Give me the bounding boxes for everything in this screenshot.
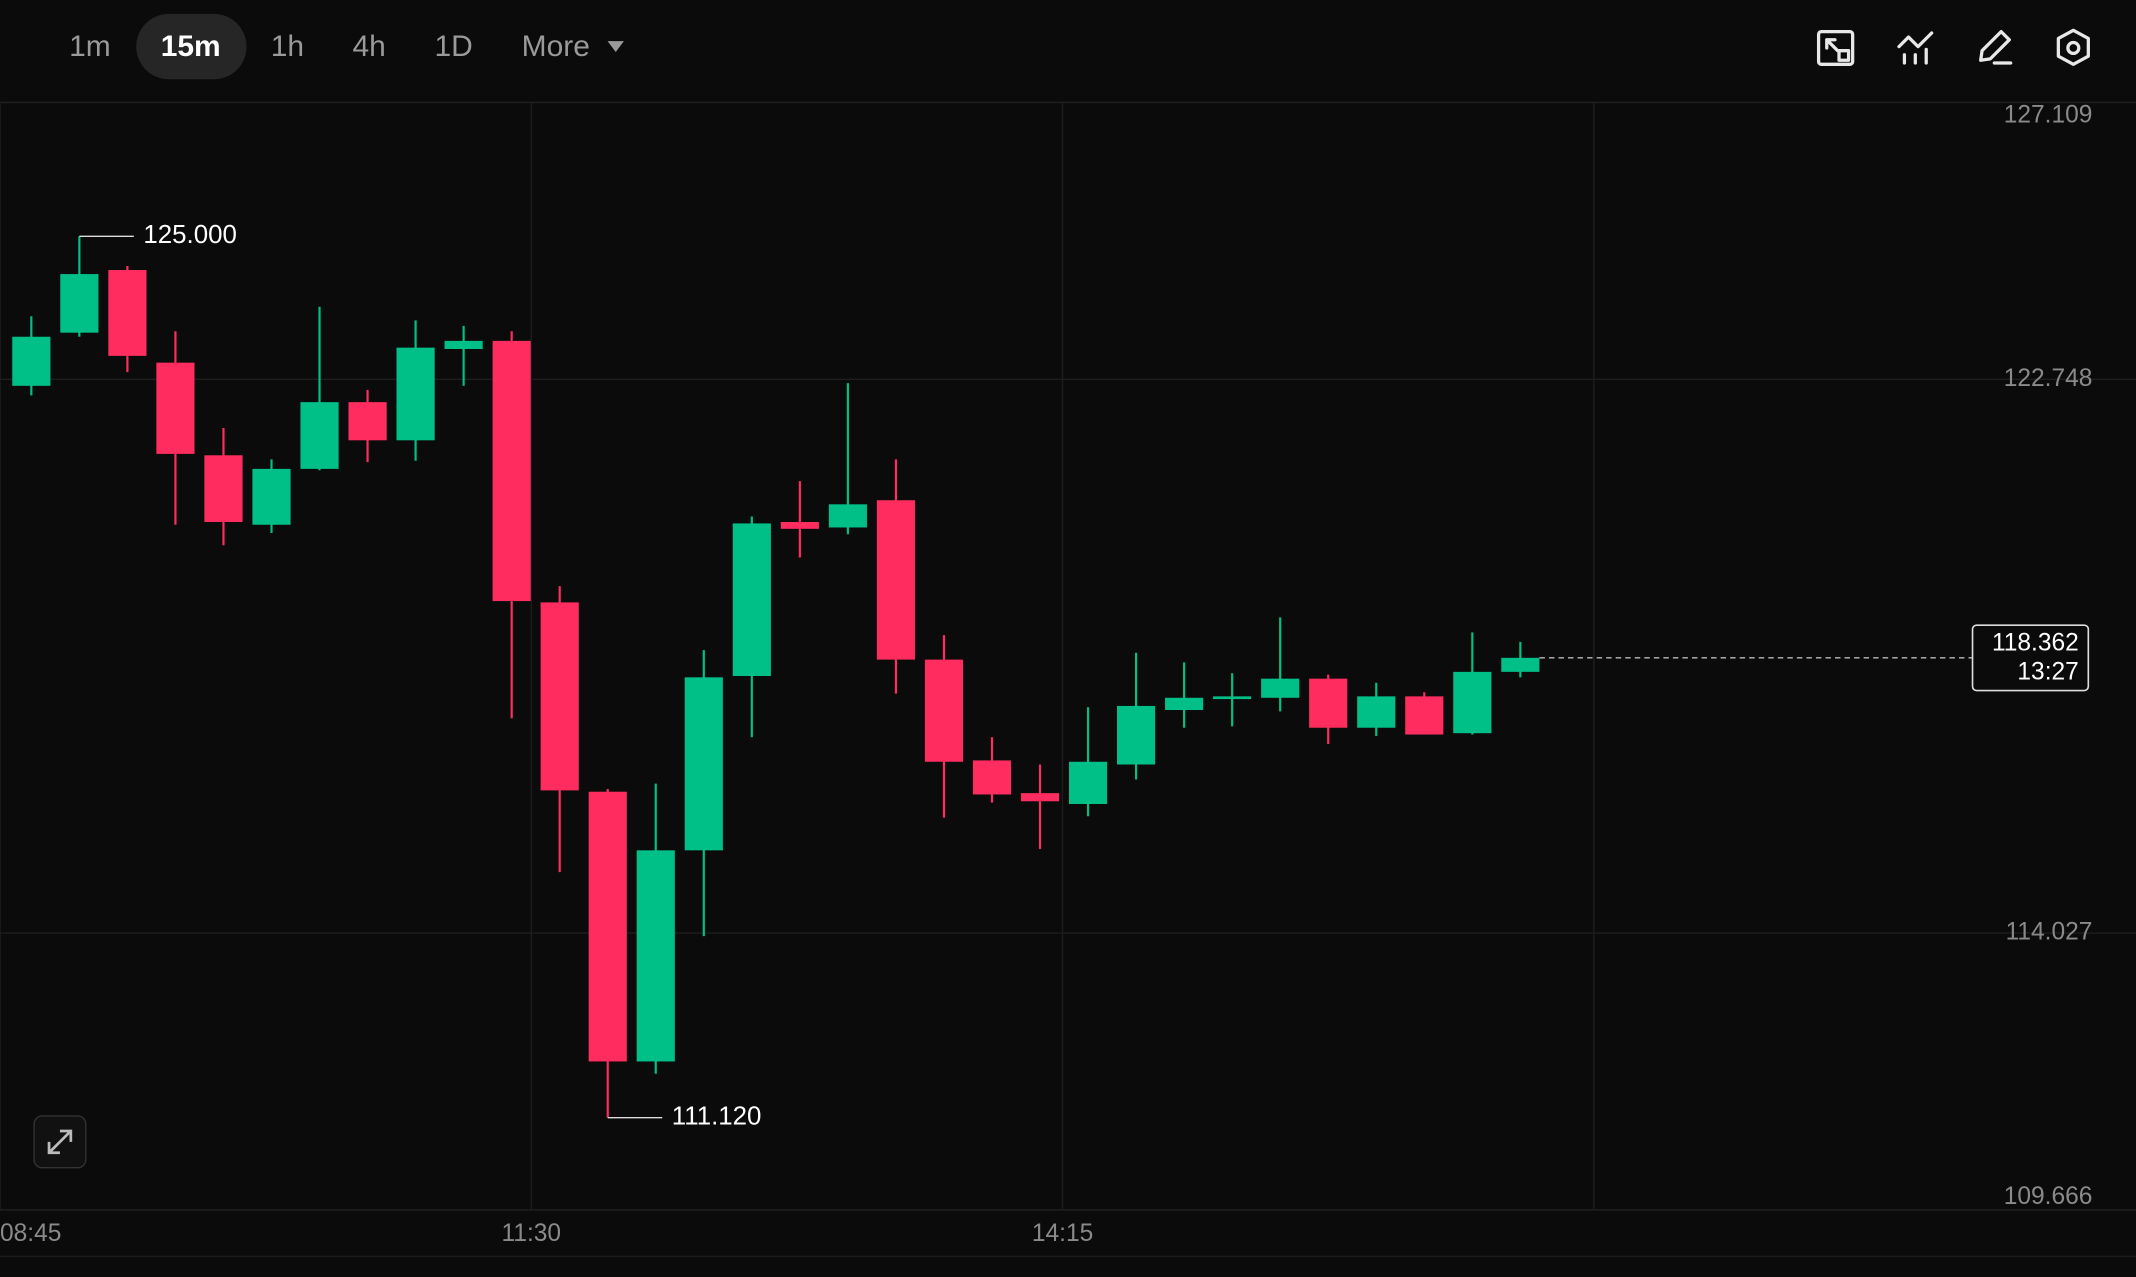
candle-body (1213, 696, 1252, 700)
indicator-icon[interactable] (1897, 31, 1934, 65)
candle-body (396, 347, 435, 441)
candle-body (924, 659, 964, 762)
x-tick-label: 08:45 (0, 1220, 61, 1247)
candle-body (60, 274, 99, 333)
candle-body (972, 760, 1012, 795)
interval-button[interactable]: 1h (271, 30, 304, 63)
settings-icon[interactable] (2056, 28, 2090, 66)
max-label: 125.000 (143, 221, 237, 249)
candle-body (732, 523, 771, 676)
candle-body (636, 850, 675, 1062)
candle-body (156, 362, 195, 454)
candle-body (444, 340, 483, 349)
candle-body (1117, 705, 1156, 765)
candle-body (348, 402, 387, 441)
more-caret (607, 41, 624, 53)
min-label: 111.120 (672, 1102, 762, 1130)
candle-body (684, 677, 723, 851)
active-pill (136, 13, 247, 80)
y-tick-label: 122.748 (2004, 365, 2093, 392)
y-tick-label: 114.027 (2006, 919, 2093, 946)
interval-button[interactable]: 4h (353, 30, 386, 63)
candle-body (1405, 696, 1444, 735)
candle-body (1165, 697, 1204, 711)
candle-body (1309, 678, 1348, 728)
y-tick-label: 109.666 (2004, 1183, 2093, 1210)
fullscreen-icon[interactable] (1816, 29, 1855, 66)
more-button[interactable]: More (522, 30, 590, 63)
y-tick-label: 127.109 (2004, 102, 2093, 129)
interval-button[interactable]: 1D (434, 30, 472, 63)
last-price-label: 118.362 (1992, 630, 2079, 657)
candle-body (876, 500, 915, 660)
x-tick-label: 11:30 (502, 1220, 562, 1247)
candle-body (828, 504, 867, 528)
candle-body (1068, 761, 1108, 804)
candle-body (204, 455, 243, 523)
candle-body (12, 336, 51, 386)
candle-body (300, 402, 339, 469)
candle-body (1020, 793, 1060, 802)
candle-body (540, 602, 579, 791)
candle-body (108, 270, 147, 356)
candle-body (1261, 678, 1300, 698)
interval-button[interactable]: 15m (161, 30, 221, 63)
candle-body (1357, 696, 1396, 728)
candle-body (1501, 657, 1540, 672)
candle-body (588, 791, 627, 1062)
last-price-box (1971, 624, 2090, 692)
interval-button[interactable]: 1m (69, 30, 111, 63)
candle-body (780, 522, 819, 529)
candle-body (1453, 671, 1492, 734)
x-tick-label: 14:15 (1032, 1220, 1093, 1247)
candle-body (492, 340, 531, 602)
candle-body (252, 468, 291, 525)
countdown-label: 13:27 (2017, 658, 2078, 685)
expand-button[interactable] (33, 1115, 87, 1169)
draw-icon[interactable] (1979, 29, 2013, 65)
